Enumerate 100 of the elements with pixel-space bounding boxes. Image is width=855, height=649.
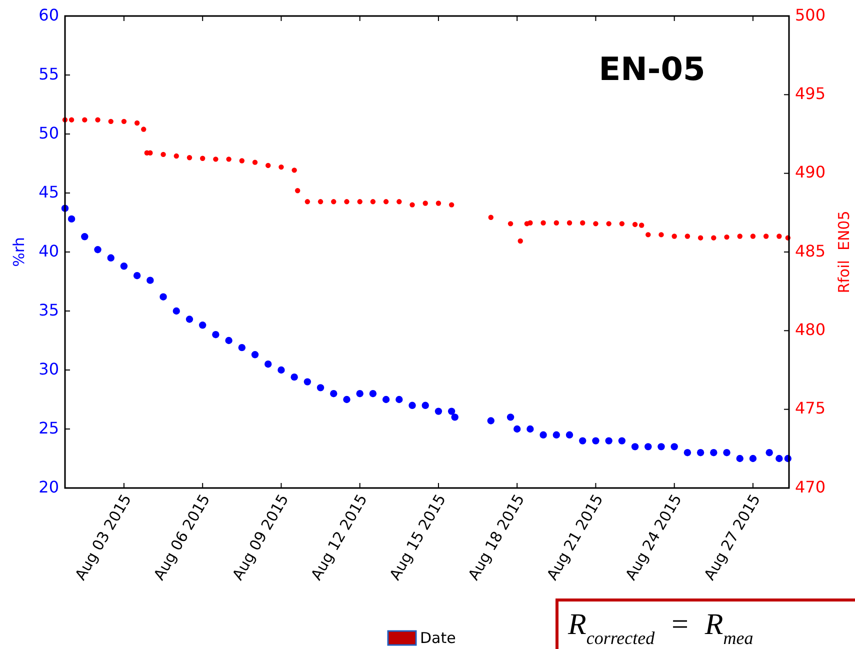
- point: [410, 202, 415, 208]
- point: [658, 443, 665, 450]
- y2-tick-label: 480: [795, 320, 826, 340]
- point: [554, 220, 560, 226]
- point: [566, 431, 574, 438]
- point: [198, 322, 206, 329]
- point: [451, 414, 458, 421]
- y-tick-label: 45: [38, 182, 59, 202]
- point: [619, 221, 625, 226]
- y-axis-title: %rh: [10, 237, 28, 267]
- point: [723, 449, 730, 456]
- point: [174, 153, 179, 159]
- point: [579, 437, 586, 444]
- point: [369, 390, 377, 398]
- y2-tick-label: 500: [795, 5, 826, 24]
- point: [212, 331, 220, 338]
- point: [422, 200, 428, 206]
- point: [146, 276, 154, 284]
- point: [506, 414, 514, 421]
- point: [120, 262, 128, 270]
- point: [252, 160, 258, 165]
- point: [266, 162, 271, 168]
- point: [632, 222, 638, 228]
- point: [672, 234, 677, 239]
- point: [251, 351, 259, 358]
- point: [172, 307, 180, 315]
- y-tick-label: 30: [38, 359, 59, 378]
- point: [711, 235, 716, 240]
- point: [736, 454, 744, 462]
- point: [108, 118, 114, 124]
- point: [141, 126, 146, 132]
- point: [434, 408, 442, 415]
- point: [684, 449, 692, 456]
- point: [749, 454, 757, 462]
- y-tick-label: 25: [38, 418, 59, 438]
- point: [278, 366, 285, 374]
- point: [593, 221, 598, 226]
- y-tick-label: 40: [38, 241, 59, 260]
- point: [488, 214, 494, 220]
- point: [631, 443, 639, 450]
- point: [605, 437, 612, 444]
- point: [696, 449, 704, 456]
- point: [526, 425, 534, 433]
- point: [580, 220, 586, 226]
- point: [94, 246, 102, 254]
- y2-tick-label: 490: [795, 162, 826, 182]
- point: [134, 120, 140, 126]
- point: [331, 199, 336, 204]
- point: [292, 168, 297, 173]
- point: [448, 202, 454, 208]
- point: [592, 437, 600, 444]
- point: [160, 152, 166, 158]
- point: [750, 234, 756, 239]
- point: [658, 232, 664, 238]
- point: [357, 199, 362, 204]
- y2-tick-label: 495: [795, 84, 826, 104]
- point: [200, 156, 206, 161]
- y-tick-label: 55: [38, 64, 59, 84]
- point: [81, 233, 88, 240]
- point: [356, 390, 364, 398]
- point: [264, 360, 272, 368]
- point: [436, 200, 442, 206]
- point: [566, 220, 572, 226]
- y-tick-label: 35: [38, 300, 59, 320]
- point: [644, 443, 652, 450]
- y-tick-label: 20: [38, 477, 59, 496]
- point: [330, 390, 338, 398]
- point: [95, 117, 100, 122]
- point: [382, 396, 390, 404]
- point: [408, 402, 416, 409]
- point: [225, 336, 232, 344]
- point: [518, 238, 523, 244]
- y-tick-label: 60: [38, 5, 59, 24]
- point: [343, 396, 350, 404]
- point: [278, 164, 284, 170]
- y2-tick-label: 470: [795, 477, 826, 496]
- point: [370, 199, 376, 204]
- point: [186, 155, 192, 160]
- point: [646, 232, 651, 238]
- text: R$_{corrected}$ = R$_{mea}$: [567, 608, 754, 648]
- point: [226, 156, 232, 162]
- point: [318, 199, 324, 204]
- point: [344, 199, 350, 204]
- point: [710, 449, 718, 456]
- point: [448, 408, 456, 415]
- point: [304, 378, 312, 386]
- point: [213, 156, 218, 162]
- point: [294, 188, 300, 194]
- point: [540, 431, 547, 438]
- point: [82, 117, 88, 122]
- point: [766, 449, 773, 456]
- point: [422, 402, 429, 409]
- point: [239, 158, 245, 164]
- point: [487, 417, 494, 424]
- point: [186, 316, 194, 323]
- point: [618, 437, 626, 444]
- point: [776, 454, 783, 462]
- point: [540, 220, 546, 226]
- point: [684, 234, 690, 239]
- point: [238, 344, 246, 352]
